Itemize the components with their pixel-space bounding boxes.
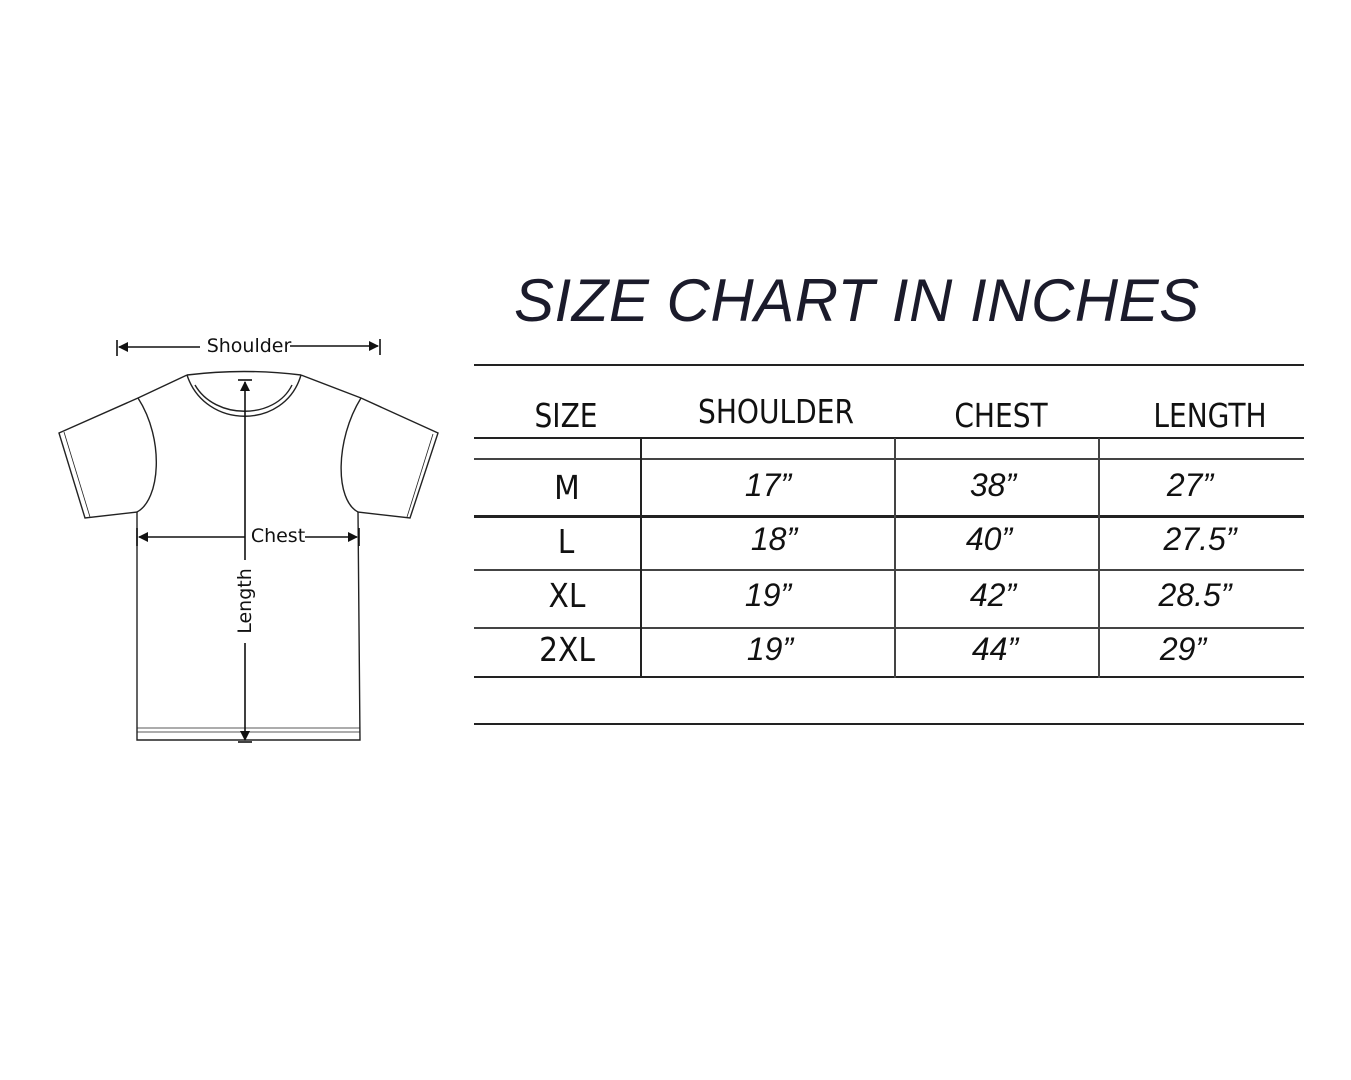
table-rule bbox=[474, 569, 1304, 571]
length-cell: 27” bbox=[1166, 467, 1214, 503]
shoulder-cell: 19” bbox=[744, 577, 792, 613]
header-chest: CHEST bbox=[954, 396, 1048, 435]
header-size: SIZE bbox=[534, 396, 598, 435]
shoulder-cell: 17” bbox=[744, 467, 792, 503]
size-cell: XL bbox=[548, 576, 586, 615]
length-cell: 27.5” bbox=[1163, 521, 1237, 557]
size-cell: M bbox=[554, 468, 580, 507]
table-rule bbox=[474, 515, 1304, 518]
chest-cell: 42” bbox=[969, 577, 1017, 613]
tshirt-diagram: Shoulder Chest Length bbox=[58, 335, 439, 743]
column-divider bbox=[894, 438, 896, 678]
header-length: LENGTH bbox=[1153, 396, 1267, 435]
shoulder-cell: 19” bbox=[746, 631, 794, 667]
tshirt-outline bbox=[58, 370, 439, 741]
chest-measure bbox=[136, 528, 360, 546]
chest-cell: 40” bbox=[965, 521, 1013, 557]
table-rule bbox=[474, 723, 1304, 725]
length-cell: 28.5” bbox=[1158, 577, 1232, 613]
shoulder-cell: 18” bbox=[750, 521, 798, 557]
size-cell: L bbox=[557, 522, 575, 561]
chest-cell: 44” bbox=[971, 631, 1019, 667]
chart-title: SIZE CHART IN INCHES bbox=[514, 267, 1200, 334]
length-measure bbox=[238, 379, 252, 743]
table-rule bbox=[474, 627, 1304, 629]
column-divider bbox=[1098, 438, 1100, 678]
length-label: Length bbox=[234, 568, 256, 634]
size-cell: 2XL bbox=[539, 630, 595, 669]
chest-label: Chest bbox=[251, 525, 305, 547]
shoulder-label: Shoulder bbox=[207, 335, 292, 357]
shoulder-measure bbox=[116, 339, 381, 356]
header-shoulder: SHOULDER bbox=[698, 392, 854, 431]
column-divider bbox=[640, 438, 642, 678]
chest-cell: 38” bbox=[969, 467, 1017, 503]
table-rule bbox=[474, 364, 1304, 366]
table-rule bbox=[474, 437, 1304, 439]
length-cell: 29” bbox=[1159, 631, 1207, 667]
table-rule bbox=[474, 676, 1304, 678]
table-rule bbox=[474, 458, 1304, 460]
